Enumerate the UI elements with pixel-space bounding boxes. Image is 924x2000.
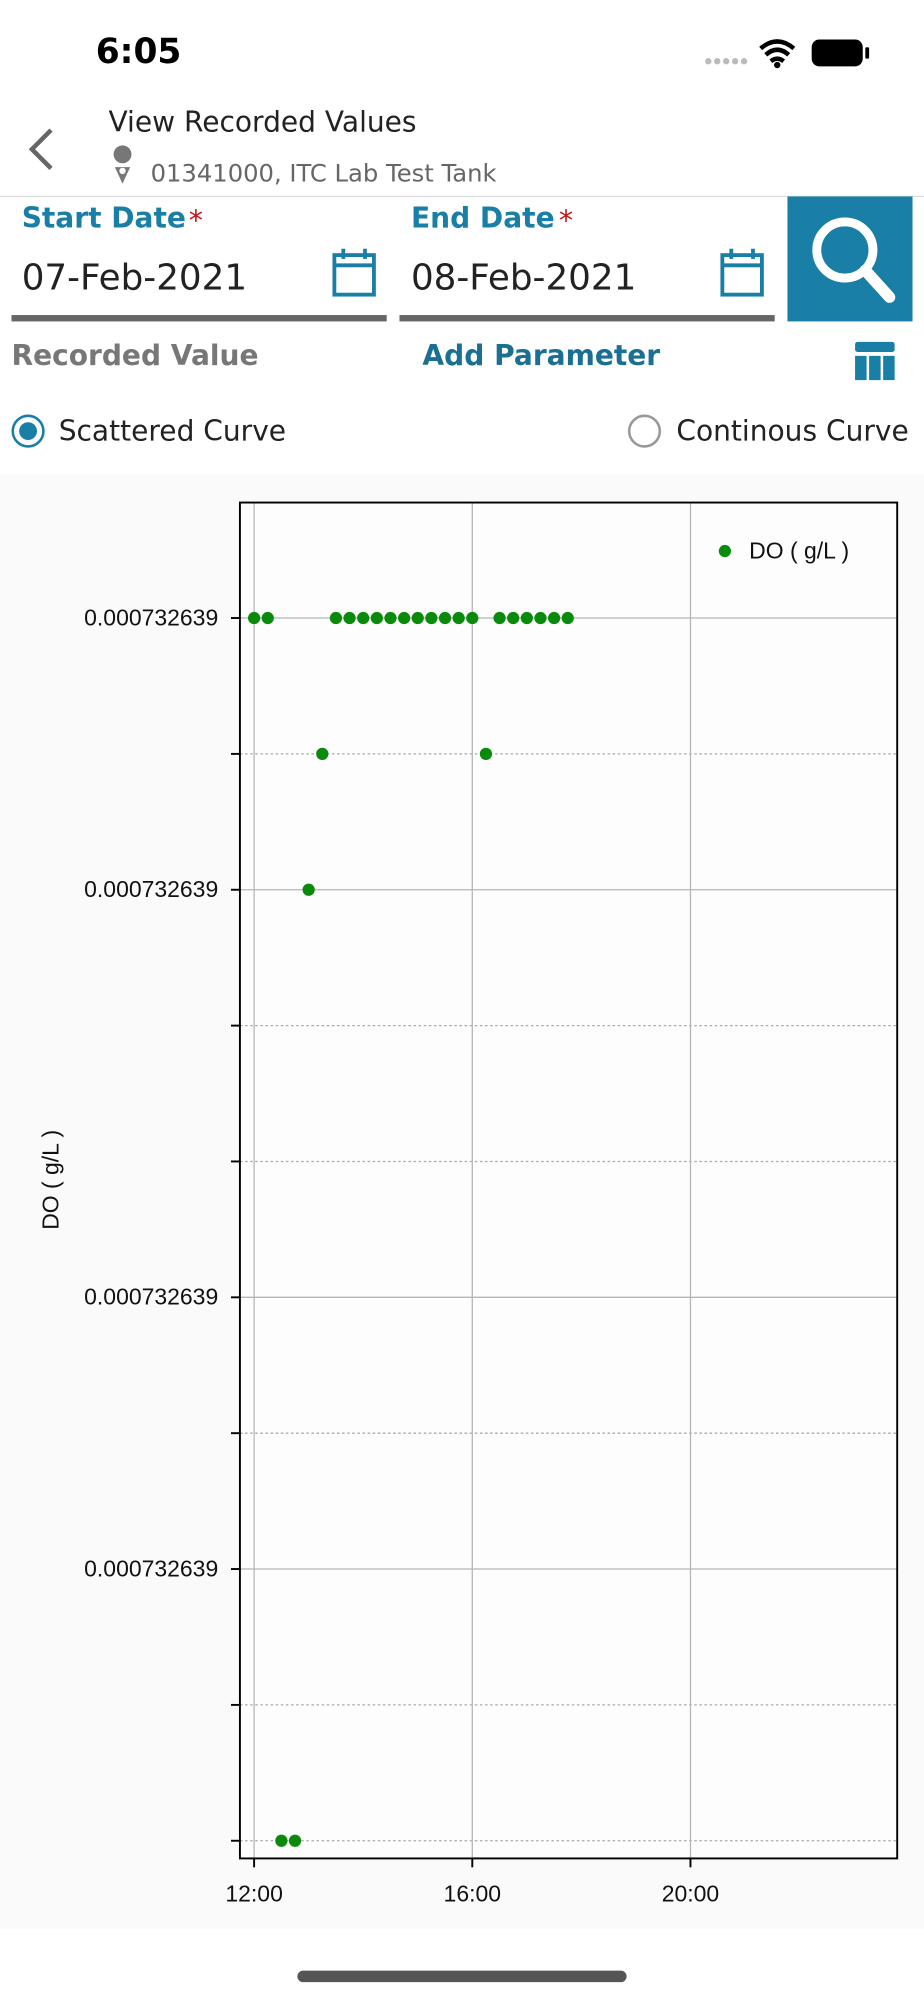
- y-tick-label: 0.000732639: [84, 604, 218, 630]
- data-point: [357, 611, 370, 625]
- data-point: [534, 611, 547, 625]
- y-tick-label: 0.000732639: [84, 1284, 218, 1310]
- data-point: [438, 611, 452, 625]
- add-parameter-button[interactable]: Add Parameter: [422, 339, 660, 372]
- data-point: [547, 611, 561, 625]
- y-tick-label: 0.000732639: [84, 1555, 218, 1581]
- start-date-label: Start Date: [22, 201, 186, 234]
- calendar-icon[interactable]: [720, 248, 764, 297]
- data-point: [561, 611, 574, 625]
- data-point: [479, 747, 493, 761]
- end-date-value[interactable]: 08-Feb-2021: [411, 257, 636, 298]
- status-icons: [705, 39, 870, 69]
- data-point: [397, 611, 411, 625]
- data-point: [466, 611, 479, 625]
- required-mark: *: [559, 204, 573, 237]
- data-point: [316, 747, 329, 761]
- end-date-underline: [399, 315, 775, 322]
- x-tick-label: 20:00: [662, 1880, 719, 1906]
- data-point: [370, 611, 383, 625]
- location-icon: [113, 145, 132, 184]
- radio-label[interactable]: Continous Curve: [676, 414, 908, 447]
- data-point: [247, 611, 261, 625]
- data-point: [507, 611, 520, 625]
- recorded-value-label: Recorded Value: [11, 339, 258, 372]
- y-tick-label: 0.000732639: [84, 876, 218, 902]
- data-point: [452, 611, 465, 625]
- location-icon-dot: [119, 167, 126, 175]
- plot-frame: [238, 501, 899, 1860]
- data-point: [384, 611, 397, 625]
- start-date-value[interactable]: 07-Feb-2021: [22, 257, 247, 298]
- radio-dot: [19, 422, 38, 441]
- back-button[interactable]: [28, 128, 53, 170]
- x-tick-label: 16:00: [444, 1880, 501, 1906]
- data-point: [411, 611, 424, 625]
- data-point: [288, 1834, 302, 1847]
- data-point: [493, 611, 506, 625]
- calendar-icon[interactable]: [332, 248, 376, 297]
- data-point: [329, 611, 343, 625]
- table-view-button[interactable]: [855, 341, 895, 381]
- header-location: 01341000, ITC Lab Test Tank: [151, 159, 497, 188]
- radio-button[interactable]: [627, 414, 662, 448]
- legend-label: DO ( g/L ): [749, 537, 849, 563]
- x-tick-label: 12:00: [225, 1880, 282, 1906]
- search-button[interactable]: [787, 196, 913, 322]
- status-time: 6:05: [96, 32, 182, 72]
- data-point: [343, 611, 356, 625]
- end-date-label: End Date: [411, 201, 555, 234]
- home-indicator: [297, 1970, 627, 1983]
- data-point: [261, 611, 274, 625]
- start-date-underline: [11, 315, 387, 322]
- radio-button[interactable]: [11, 414, 45, 448]
- legend-marker: [718, 544, 732, 558]
- y-axis-label: DO ( g/L ): [37, 1130, 63, 1230]
- plot-area: [239, 502, 898, 1859]
- data-point: [425, 611, 438, 625]
- data-point: [302, 883, 315, 896]
- required-mark: *: [189, 204, 203, 237]
- data-point: [520, 611, 533, 625]
- radio-label[interactable]: Scattered Curve: [59, 414, 286, 447]
- data-point: [275, 1834, 288, 1847]
- header-title: View Recorded Values: [108, 106, 416, 139]
